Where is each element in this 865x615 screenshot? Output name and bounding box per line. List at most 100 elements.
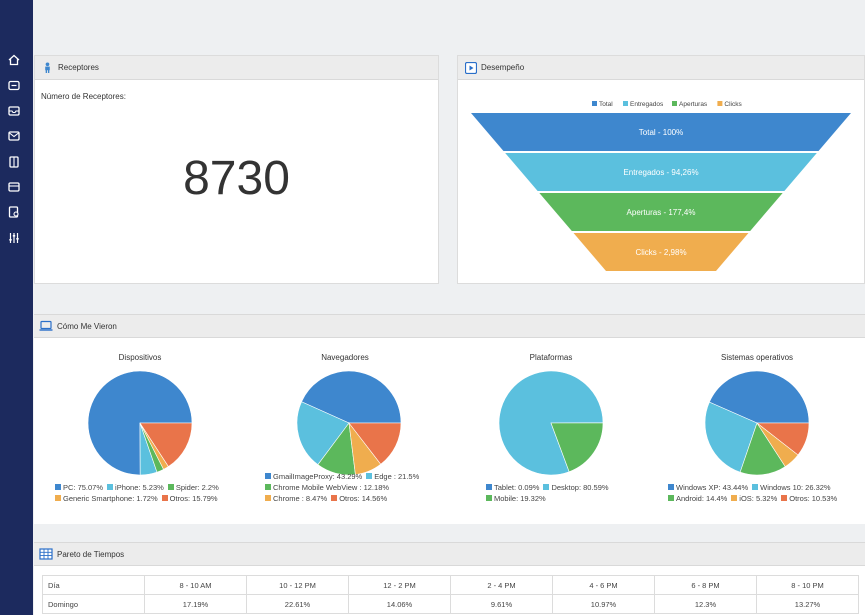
legend-label: iPhone: 5.23%: [115, 483, 164, 492]
mail-icon[interactable]: [7, 129, 21, 143]
legend-swatch: [668, 495, 674, 501]
funnel-stage-2[interactable]: [539, 193, 783, 231]
funnel-stage-1[interactable]: [505, 153, 817, 191]
pie-slice-dispositivos-pc[interactable]: [87, 370, 193, 476]
legend-label: PC: 75.07%: [63, 483, 104, 492]
legend-swatch: [731, 495, 738, 501]
inbox-icon[interactable]: [7, 104, 21, 118]
pie-title-sistemas-operativos: Sistemas operativos: [720, 353, 794, 362]
pie-slice-sistemas-operativos-windows-10[interactable]: [704, 401, 758, 473]
legend-swatch: [265, 495, 271, 501]
legend-label: Mobile: 19.32%: [494, 494, 546, 503]
legend-item-desktop[interactable]: Desktop: 80.59%: [543, 482, 609, 493]
legend-item-edge[interactable]: Edge : 21.5%: [366, 471, 419, 482]
desempeno-panel: Desempeño Total Entregados Aperturas Clicks…: [457, 55, 865, 284]
legend-label: Chrome Mobile WebView : 12.18%: [273, 483, 390, 492]
legend-item-otros[interactable]: Otros: 14.56%: [331, 493, 387, 504]
receptores-panel: Receptores Número de Receptores: 8730: [34, 55, 439, 284]
pie-chart-dispositivos: [87, 370, 193, 476]
report-search-icon[interactable]: [7, 205, 21, 219]
table-cell: 9.61%: [450, 594, 553, 614]
play-icon: [464, 61, 477, 74]
pie-chart-navegadores: [296, 370, 402, 476]
column-header: 12 - 2 PM: [348, 575, 451, 595]
legend-label: Otros: 15.79%: [169, 494, 218, 503]
legend-swatch-entregados: [623, 101, 628, 106]
desempeno-header: Desempeño: [458, 56, 864, 80]
pie-slice-plataformas-desktop[interactable]: [498, 370, 604, 476]
funnel-stage-3[interactable]: [573, 233, 749, 271]
legend-label-entregados[interactable]: Entregados: [630, 101, 664, 108]
sliders-icon[interactable]: [7, 231, 21, 245]
pie-chart-sistemas-operativos: [704, 370, 810, 476]
legend-item-ios[interactable]: iOS: 5.32%: [731, 493, 777, 504]
legend-item-tablet[interactable]: Tablet: 0.09%: [486, 482, 539, 493]
legend-swatch: [265, 473, 271, 479]
pie-title-dispositivos: Dispositivos: [118, 353, 162, 362]
archive-icon[interactable]: [7, 180, 21, 194]
legend-navegadores: GmailImageProxy: 43.29% Edge : 21.5% Chrom…: [265, 471, 445, 504]
receptores-value: 8730: [183, 152, 290, 205]
legend-swatch: [161, 495, 168, 501]
table-cell: 12.3%: [654, 594, 757, 614]
column-header: 8 - 10 AM: [144, 575, 247, 595]
pie-slice-sistemas-operativos-windows-xp[interactable]: [708, 370, 810, 424]
legend-label-clicks[interactable]: Clicks: [724, 101, 742, 108]
legend-label: Desktop: 80.59%: [551, 483, 609, 492]
legend-label: Generic Smartphone: 1.72%: [63, 494, 158, 503]
pie-slice-sistemas-operativos-otros[interactable]: [756, 422, 810, 456]
chat-icon[interactable]: [7, 79, 21, 93]
pie-slice-dispositivos-otros[interactable]: [139, 422, 193, 467]
pareto-table: Día 8 - 10 AM 10 - 12 PM 12 - 2 PM 2 - 4…: [42, 575, 859, 614]
table-row: Domingo 17.19% 22.61% 14.06% 9.61% 10.97…: [42, 594, 859, 614]
legend-item-windows-xp[interactable]: Windows XP: 43.44%: [668, 482, 748, 493]
legend-label: Windows 10: 26.32%: [760, 483, 831, 492]
pie-slice-navegadores-gmailimageproxy[interactable]: [301, 370, 402, 424]
legend-item-spider[interactable]: Spider: 2.2%: [167, 482, 219, 493]
document-icon[interactable]: [7, 155, 21, 169]
person-icon: [41, 61, 54, 74]
column-header: 4 - 6 PM: [552, 575, 655, 595]
legend-swatch: [781, 495, 788, 501]
legend-label-aperturas[interactable]: Aperturas: [679, 101, 708, 108]
pie-slice-navegadores-edge[interactable]: [296, 401, 350, 466]
laptop-icon: [39, 320, 53, 332]
legend-label: Otros: 10.53%: [789, 494, 838, 503]
legend-item-chrome-mobile-webview[interactable]: Chrome Mobile WebView : 12.18%: [265, 482, 389, 493]
funnel-stage-0[interactable]: [471, 113, 851, 151]
pie-slice-plataformas-mobile[interactable]: [550, 422, 604, 473]
pie-chart-plataformas: [498, 370, 604, 476]
legend-item-otros[interactable]: Otros: 10.53%: [781, 493, 837, 504]
pie-slice-navegadores-otros[interactable]: [348, 422, 402, 465]
legend-swatch-aperturas: [672, 101, 677, 106]
legend-item-pc[interactable]: PC: 75.07%: [55, 482, 103, 493]
pareto-title: Pareto de Tiempos: [57, 549, 125, 559]
legend-label: Windows XP: 43.44%: [676, 483, 749, 492]
table-icon: [39, 548, 53, 560]
home-icon[interactable]: [7, 53, 21, 67]
receptores-label: Número de Receptores:: [41, 92, 126, 101]
legend-swatch: [486, 495, 492, 501]
receptores-title: Receptores: [58, 63, 99, 72]
legend-item-mobile[interactable]: Mobile: 19.32%: [486, 493, 546, 504]
legend-item-generic-smartphone[interactable]: Generic Smartphone: 1.72%: [55, 493, 158, 504]
pareto-section: Día 8 - 10 AM 10 - 12 PM 12 - 2 PM 2 - 4…: [34, 566, 865, 615]
legend-item-otros[interactable]: Otros: 15.79%: [161, 493, 218, 504]
pie-title-plataformas: Plataformas: [529, 353, 573, 362]
pareto-header-row: Día 8 - 10 AM 10 - 12 PM 12 - 2 PM 2 - 4…: [42, 575, 859, 595]
funnel-stage-label-1: Entregados - 94,26%: [623, 168, 698, 177]
legend-swatch: [331, 495, 338, 501]
column-header: 2 - 4 PM: [450, 575, 553, 595]
legend-label: Spider: 2.2%: [175, 483, 219, 492]
legend-item-iphone[interactable]: iPhone: 5.23%: [107, 482, 164, 493]
table-cell: 22.61%: [246, 594, 349, 614]
legend-label-total[interactable]: Total: [599, 101, 613, 108]
legend-item-chrome[interactable]: Chrome : 8.47%: [265, 493, 327, 504]
legend-label: GmailImageProxy: 43.29%: [273, 472, 363, 481]
legend-item-android[interactable]: Android: 14.4%: [668, 493, 727, 504]
legend-swatch: [543, 484, 550, 490]
legend-item-gmailimageproxy[interactable]: GmailImageProxy: 43.29%: [265, 471, 362, 482]
legend-swatch: [55, 495, 61, 501]
legend-item-windows-10[interactable]: Windows 10: 26.32%: [752, 482, 831, 493]
